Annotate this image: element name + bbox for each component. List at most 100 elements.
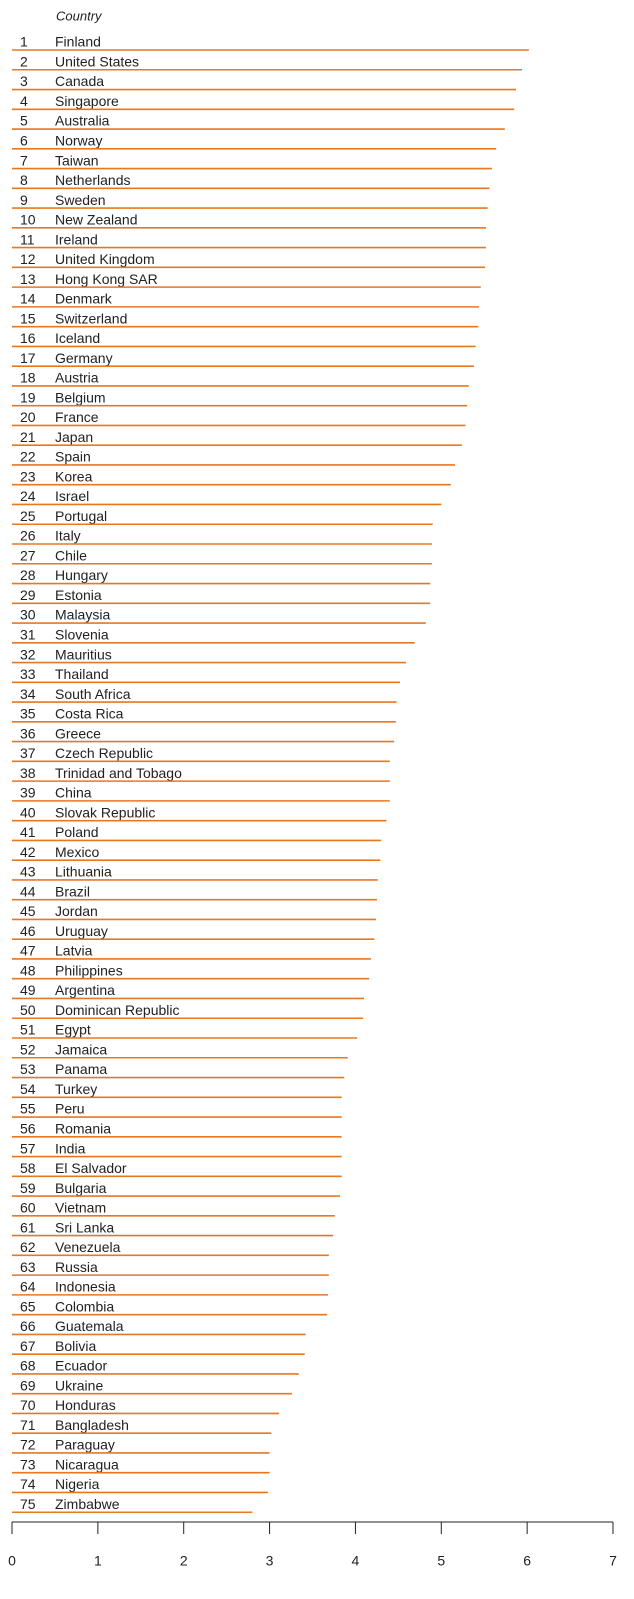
rank: 4 bbox=[20, 93, 28, 109]
country-label: Malaysia bbox=[55, 607, 110, 623]
rank: 16 bbox=[20, 330, 36, 346]
rank: 47 bbox=[20, 943, 36, 959]
rank: 40 bbox=[20, 804, 36, 820]
rank: 74 bbox=[20, 1476, 36, 1492]
rank: 29 bbox=[20, 587, 36, 603]
country-label: Norway bbox=[55, 133, 102, 149]
country-label: United Kingdom bbox=[55, 251, 155, 267]
rank: 53 bbox=[20, 1061, 36, 1077]
x-tick-label: 2 bbox=[180, 1553, 188, 1569]
country-label: Poland bbox=[55, 824, 99, 840]
rank: 44 bbox=[20, 883, 36, 899]
rank: 54 bbox=[20, 1081, 36, 1097]
country-label: Italy bbox=[55, 528, 81, 544]
country-label: Denmark bbox=[55, 291, 113, 307]
rank: 27 bbox=[20, 547, 36, 563]
rank: 66 bbox=[20, 1318, 36, 1334]
country-label: Ecuador bbox=[55, 1358, 107, 1374]
country-label: Chile bbox=[55, 547, 87, 563]
country-label: Bolivia bbox=[55, 1338, 96, 1354]
rank: 50 bbox=[20, 1002, 36, 1018]
country-label: Bangladesh bbox=[55, 1417, 129, 1433]
country-label: Slovenia bbox=[55, 627, 109, 643]
rank: 52 bbox=[20, 1041, 36, 1057]
rank: 19 bbox=[20, 389, 36, 405]
rank: 13 bbox=[20, 271, 36, 287]
country-label: Thailand bbox=[55, 666, 109, 682]
country-label: Mexico bbox=[55, 844, 100, 860]
country-label: Dominican Republic bbox=[55, 1002, 180, 1018]
country-label: New Zealand bbox=[55, 212, 138, 228]
country-label: Brazil bbox=[55, 883, 90, 899]
country-label: Spain bbox=[55, 449, 91, 465]
country-label: Sweden bbox=[55, 192, 106, 208]
country-label: Japan bbox=[55, 429, 93, 445]
rank: 41 bbox=[20, 824, 36, 840]
rank: 49 bbox=[20, 982, 36, 998]
rank: 15 bbox=[20, 310, 36, 326]
country-label: France bbox=[55, 409, 99, 425]
rank: 36 bbox=[20, 725, 36, 741]
country-label: Indonesia bbox=[55, 1279, 116, 1295]
rank: 59 bbox=[20, 1180, 36, 1196]
rank: 65 bbox=[20, 1298, 36, 1314]
country-label: Jamaica bbox=[55, 1041, 107, 1057]
rank: 42 bbox=[20, 844, 36, 860]
country-label: Egypt bbox=[55, 1022, 91, 1038]
country-label: South Africa bbox=[55, 686, 131, 702]
rank: 12 bbox=[20, 251, 36, 267]
rank: 70 bbox=[20, 1397, 36, 1413]
country-label: Argentina bbox=[55, 982, 115, 998]
country-label: Israel bbox=[55, 488, 89, 504]
country-label: Finland bbox=[55, 34, 101, 50]
country-label: Ukraine bbox=[55, 1377, 103, 1393]
rank: 55 bbox=[20, 1101, 36, 1117]
rank: 68 bbox=[20, 1358, 36, 1374]
rank: 23 bbox=[20, 468, 36, 484]
country-label: Romania bbox=[55, 1121, 111, 1137]
x-tick-label: 7 bbox=[609, 1553, 617, 1569]
rank: 69 bbox=[20, 1377, 36, 1393]
country-label: Taiwan bbox=[55, 152, 99, 168]
x-tick-label: 4 bbox=[352, 1553, 360, 1569]
country-label: Austria bbox=[55, 370, 99, 386]
rank: 71 bbox=[20, 1417, 36, 1433]
x-tick-label: 1 bbox=[94, 1553, 102, 1569]
country-label: Peru bbox=[55, 1101, 85, 1117]
country-label: Vietnam bbox=[55, 1200, 106, 1216]
rank: 30 bbox=[20, 607, 36, 623]
rank: 9 bbox=[20, 192, 28, 208]
rank: 39 bbox=[20, 785, 36, 801]
rank: 20 bbox=[20, 409, 36, 425]
rank: 37 bbox=[20, 745, 36, 761]
column-header: Country bbox=[56, 8, 103, 23]
country-label: Singapore bbox=[55, 93, 119, 109]
country-label: Trinidad and Tobago bbox=[55, 765, 182, 781]
country-label: Greece bbox=[55, 725, 101, 741]
country-label: Germany bbox=[55, 350, 113, 366]
country-label: Iceland bbox=[55, 330, 100, 346]
country-label: Mauritius bbox=[55, 646, 112, 662]
country-label: Uruguay bbox=[55, 923, 108, 939]
rank: 18 bbox=[20, 370, 36, 386]
rank: 73 bbox=[20, 1456, 36, 1472]
rank: 75 bbox=[20, 1496, 36, 1512]
country-label: Jordan bbox=[55, 903, 98, 919]
country-label: Turkey bbox=[55, 1081, 97, 1097]
country-label: Hungary bbox=[55, 567, 108, 583]
country-label: Lithuania bbox=[55, 864, 112, 880]
rank: 24 bbox=[20, 488, 36, 504]
country-label: China bbox=[55, 785, 92, 801]
country-label: Slovak Republic bbox=[55, 804, 155, 820]
rank: 2 bbox=[20, 53, 28, 69]
rank: 64 bbox=[20, 1279, 36, 1295]
country-label: Russia bbox=[55, 1259, 98, 1275]
rank: 22 bbox=[20, 449, 36, 465]
rank: 48 bbox=[20, 962, 36, 978]
country-label: India bbox=[55, 1140, 86, 1156]
country-label: Paraguay bbox=[55, 1437, 115, 1453]
rank: 33 bbox=[20, 666, 36, 682]
rank: 35 bbox=[20, 706, 36, 722]
country-label: Korea bbox=[55, 468, 93, 484]
